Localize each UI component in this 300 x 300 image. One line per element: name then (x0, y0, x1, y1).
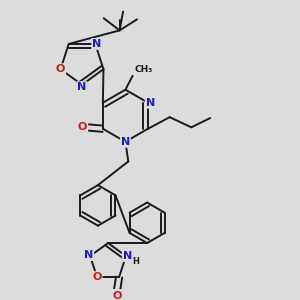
Text: N: N (84, 250, 93, 260)
Text: H: H (132, 257, 139, 266)
Text: CH₃: CH₃ (134, 65, 152, 74)
Text: N: N (123, 251, 132, 261)
Text: N: N (121, 137, 130, 147)
Text: O: O (56, 64, 65, 74)
Text: O: O (112, 291, 122, 300)
Text: O: O (92, 272, 102, 282)
Text: N: N (77, 82, 87, 92)
Text: O: O (78, 122, 87, 132)
Text: N: N (92, 39, 101, 49)
Text: N: N (146, 98, 155, 108)
